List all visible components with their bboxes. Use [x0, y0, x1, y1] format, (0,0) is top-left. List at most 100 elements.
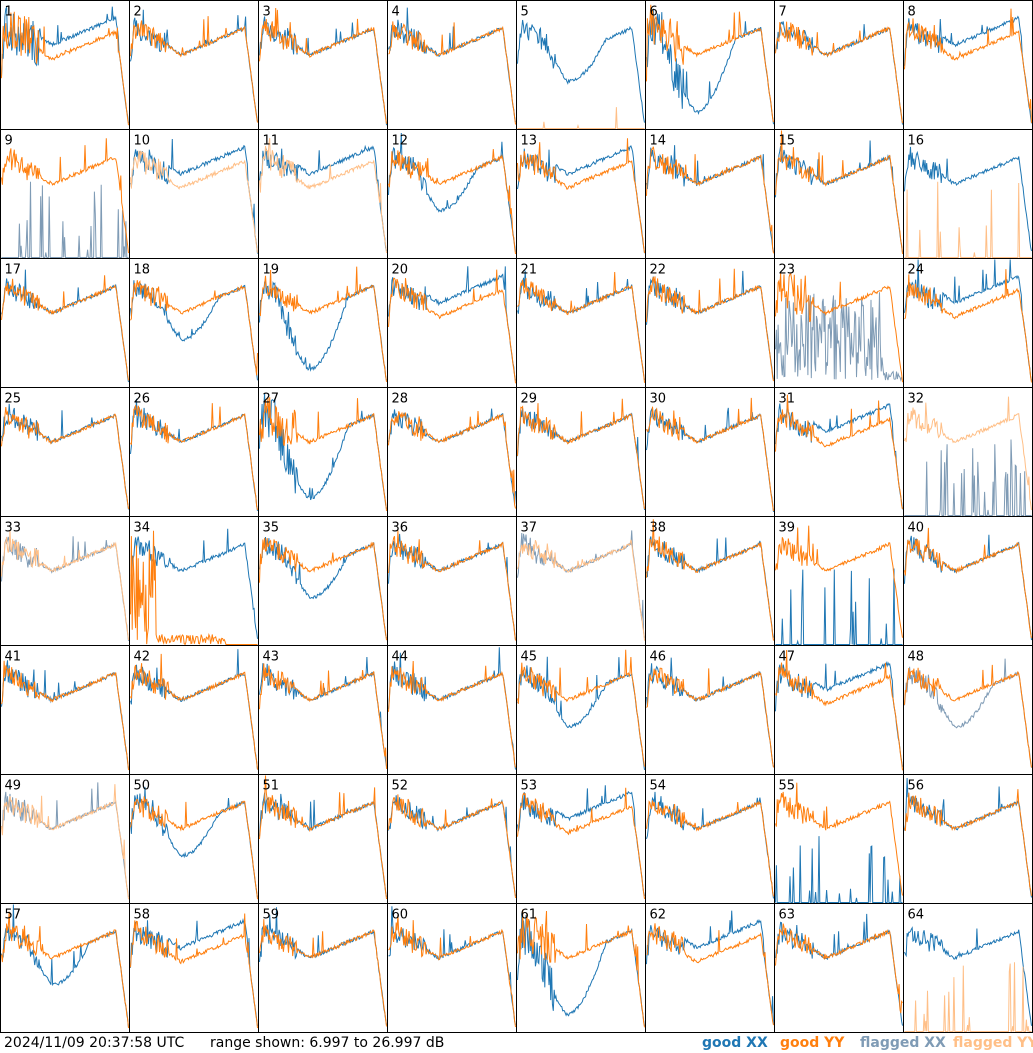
panel-label: 48 — [908, 650, 925, 665]
panel-37: 37 — [516, 516, 646, 646]
series-xx-panel-39 — [775, 568, 903, 645]
series-yy-panel-11 — [259, 137, 387, 253]
panel-label: 24 — [908, 263, 925, 278]
series-yy-panel-39 — [775, 525, 903, 638]
panel-frame — [387, 387, 517, 517]
panel-label: 40 — [908, 521, 925, 536]
series-yy-panel-62 — [646, 923, 774, 1026]
series-yy-panel-9 — [1, 138, 129, 254]
panel-frame — [0, 645, 130, 775]
panel-43: 43 — [258, 645, 388, 775]
series-yy-panel-37 — [517, 539, 645, 641]
series-yy-panel-22 — [646, 268, 774, 382]
panel-label: 43 — [263, 650, 280, 665]
panel-51: 51 — [258, 774, 388, 904]
panel-label: 57 — [5, 908, 22, 923]
panel-frame — [129, 0, 259, 130]
series-yy-panel-5 — [517, 107, 645, 129]
panel-62: 62 — [645, 903, 775, 1033]
series-yy-panel-18 — [130, 280, 258, 376]
panel-frame — [903, 129, 1033, 259]
panel-frame — [516, 387, 646, 517]
panel-frame — [516, 774, 646, 904]
panel-frame — [258, 516, 388, 646]
panel-32: 32 — [903, 387, 1033, 517]
series-yy-panel-42 — [130, 653, 258, 770]
panel-label: 61 — [521, 908, 538, 923]
panel-frame — [0, 903, 130, 1033]
series-xx-panel-4 — [388, 7, 516, 123]
panel-26: 26 — [129, 387, 259, 517]
panel-60: 60 — [387, 903, 517, 1033]
panel-label: 23 — [779, 263, 796, 278]
panel-frame — [645, 516, 775, 646]
legend-good-xx: good XX — [702, 1035, 768, 1051]
panel-frame — [645, 774, 775, 904]
series-xx-panel-24 — [904, 259, 1032, 381]
panel-24: 24 — [903, 258, 1033, 388]
panel-frame — [903, 387, 1033, 517]
panel-frame — [903, 258, 1033, 388]
series-yy-panel-48 — [904, 664, 1032, 768]
panel-45: 45 — [516, 645, 646, 775]
panel-1: 1 — [0, 0, 130, 130]
panel-12: 12 — [387, 129, 517, 259]
series-yy-panel-17 — [1, 275, 129, 381]
series-yy-panel-1 — [1, 11, 129, 126]
panel-30: 30 — [645, 387, 775, 517]
series-yy-panel-24 — [904, 269, 1032, 383]
panel-18: 18 — [129, 258, 259, 388]
panel-36: 36 — [387, 516, 517, 646]
series-yy-panel-46 — [646, 667, 774, 768]
panel-52: 52 — [387, 774, 517, 904]
panel-14: 14 — [645, 129, 775, 259]
panel-frame — [129, 387, 259, 517]
panel-frame — [645, 0, 775, 130]
panel-frame — [0, 516, 130, 646]
series-xx-panel-55 — [775, 836, 903, 903]
panel-frame — [258, 387, 388, 517]
panel-frame — [387, 0, 517, 130]
panel-label: 41 — [5, 650, 22, 665]
panel-label: 63 — [779, 908, 796, 923]
series-yy-panel-41 — [1, 660, 129, 771]
series-yy-panel-31 — [775, 394, 903, 510]
panel-4: 4 — [387, 0, 517, 130]
panel-21: 21 — [516, 258, 646, 388]
panel-frame — [0, 0, 130, 130]
series-xx-panel-43 — [259, 656, 387, 767]
panel-label: 59 — [263, 908, 280, 923]
panel-16: 16 — [903, 129, 1033, 259]
panel-31: 31 — [774, 387, 904, 517]
series-yy-panel-43 — [259, 663, 387, 769]
panel-label: 55 — [779, 779, 796, 794]
series-xx-panel-53 — [517, 785, 645, 897]
panel-53: 53 — [516, 774, 646, 904]
panel-label: 2 — [134, 5, 142, 20]
series-yy-panel-64 — [904, 962, 1032, 1032]
panel-label: 27 — [263, 392, 280, 407]
panel-frame — [516, 516, 646, 646]
series-yy-panel-15 — [775, 130, 903, 255]
series-yy-panel-7 — [775, 21, 903, 124]
panel-28: 28 — [387, 387, 517, 517]
panel-label: 16 — [908, 134, 925, 149]
panel-64: 64 — [903, 903, 1033, 1033]
panel-2: 2 — [129, 0, 259, 130]
panel-10: 10 — [129, 129, 259, 259]
panel-frame — [387, 258, 517, 388]
series-yy-panel-32 — [904, 396, 1032, 511]
panel-label: 51 — [263, 779, 280, 794]
panel-33: 33 — [0, 516, 130, 646]
panel-label: 35 — [263, 521, 280, 536]
series-yy-panel-3 — [259, 7, 387, 124]
panel-label: 52 — [392, 779, 409, 794]
panel-frame — [0, 774, 130, 904]
panel-54: 54 — [645, 774, 775, 904]
panel-35: 35 — [258, 516, 388, 646]
panel-label: 1 — [5, 5, 13, 20]
series-yy-panel-4 — [388, 21, 516, 125]
panel-17: 17 — [0, 258, 130, 388]
timestamp: 2024/11/09 20:37:58 UTC — [4, 1035, 185, 1051]
